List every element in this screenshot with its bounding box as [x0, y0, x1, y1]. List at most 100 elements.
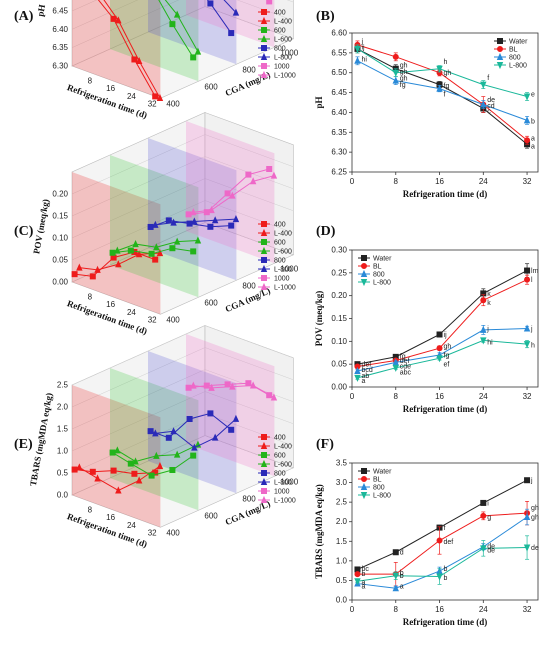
data-point: [229, 191, 236, 199]
data-point: [354, 45, 361, 53]
x-tick-label: 24: [479, 605, 488, 614]
z-tick-label: 600: [204, 298, 218, 307]
legend-entry: L-1000: [258, 70, 296, 80]
legend-label: 1000: [274, 276, 290, 283]
legend-entry: L-600: [258, 246, 292, 256]
series-l-800: [223, 0, 240, 16]
gridline: [71, 134, 294, 195]
significance-letter: l: [531, 277, 533, 284]
z-tick-label: 1000: [280, 48, 298, 57]
legend-entry: L-600: [258, 34, 292, 44]
significance-letter: c: [487, 108, 491, 115]
series-l-800: [354, 337, 531, 382]
legend-label: L-400: [274, 444, 292, 451]
legend-label: L-800: [509, 63, 527, 70]
significance-letter: hi: [487, 340, 493, 347]
y-tick-label: 1.0: [336, 556, 348, 565]
data-point: [354, 578, 361, 586]
legend-label: 600: [274, 240, 286, 247]
significance-letter: a: [361, 583, 365, 590]
significance-letter: ab: [361, 373, 369, 380]
x-tick-label: 24: [479, 177, 488, 186]
legend-marker: [360, 279, 368, 287]
data-point: [524, 137, 531, 144]
y-tick-label: 3.0: [336, 478, 348, 487]
y-tick-label: 6.40: [52, 25, 68, 34]
legend-entry: L-800: [494, 62, 527, 70]
significance-letter: gh: [444, 343, 452, 350]
significance-letter: bcd: [361, 367, 372, 374]
x-tick-label: 0: [350, 177, 355, 186]
data-point: [232, 414, 240, 422]
x-axis-title: Refrigeration time (d): [403, 189, 487, 199]
data-point: [135, 250, 143, 258]
legend-marker: [496, 38, 503, 45]
z-tick-label: 800: [242, 494, 256, 503]
legend-marker: [260, 433, 267, 440]
x-tick-label: 32: [148, 528, 157, 537]
data-point: [169, 21, 176, 28]
data-point: [203, 382, 210, 389]
legend-label: Water: [373, 469, 392, 476]
cga-plane-400: [72, 385, 161, 528]
data-point: [114, 246, 121, 254]
data-point: [148, 472, 155, 479]
series-l-1000: [190, 381, 278, 401]
significance-letter: cd: [487, 103, 495, 110]
data-point: [436, 537, 443, 544]
data-point: [524, 267, 531, 274]
z-tick-label: 600: [204, 82, 218, 91]
data-point: [436, 573, 443, 581]
data-point: [523, 544, 531, 552]
x-tick-label: 32: [523, 392, 532, 401]
data-point: [523, 324, 531, 332]
data-point: [207, 223, 214, 230]
y-tick-label: 6.30: [52, 62, 68, 71]
data-point: [480, 512, 487, 519]
x-tick-label: 32: [148, 315, 157, 324]
legend-label: BL: [373, 477, 382, 484]
legend-entry: 1000: [258, 63, 290, 71]
data-point: [173, 237, 181, 245]
legend-label: BL: [509, 47, 518, 54]
legend-label: L-600: [274, 249, 292, 256]
data-point: [127, 460, 134, 467]
legend-label: L-400: [274, 231, 292, 238]
series-l-400: [76, 249, 164, 273]
legend-marker: [260, 274, 267, 281]
significance-letter: def: [444, 539, 454, 546]
significance-letter: b: [444, 575, 448, 582]
data-point: [266, 165, 273, 172]
cga-plane-800: [148, 351, 237, 494]
data-point: [191, 217, 198, 225]
gridline: [71, 391, 294, 452]
data-point: [436, 345, 443, 352]
cga-plane-400: [72, 0, 161, 99]
legend-entry: 1000: [258, 274, 290, 283]
data-point: [173, 450, 181, 458]
significance-letter: k: [487, 300, 491, 307]
legend-entry: L-800: [258, 264, 292, 274]
y-axis-title: TBARS (mgMDA eq/kg): [314, 484, 324, 579]
data-point: [114, 446, 121, 454]
significance-letter: gh: [400, 62, 408, 69]
data-point: [115, 260, 122, 268]
x-tick-label: 24: [127, 92, 136, 101]
legend-entry: Water: [494, 38, 528, 46]
legend-entry: 800: [358, 482, 385, 492]
significance-letter: f: [487, 75, 489, 82]
y-tick-label: 6.55: [331, 48, 347, 57]
legend-label: 800: [509, 55, 521, 62]
series-800: [354, 324, 531, 375]
legend-entry: L-400: [258, 228, 292, 238]
data-point: [71, 271, 78, 278]
significance-letter: def: [400, 358, 410, 365]
data-point: [94, 265, 101, 273]
y-axis-title: POV (meq/kg): [31, 198, 51, 254]
data-point: [354, 56, 361, 64]
legend-marker: [260, 469, 267, 476]
data-point: [132, 240, 139, 248]
legend-label: 400: [274, 222, 286, 229]
legend-marker: [260, 487, 267, 494]
data-point: [392, 76, 399, 84]
